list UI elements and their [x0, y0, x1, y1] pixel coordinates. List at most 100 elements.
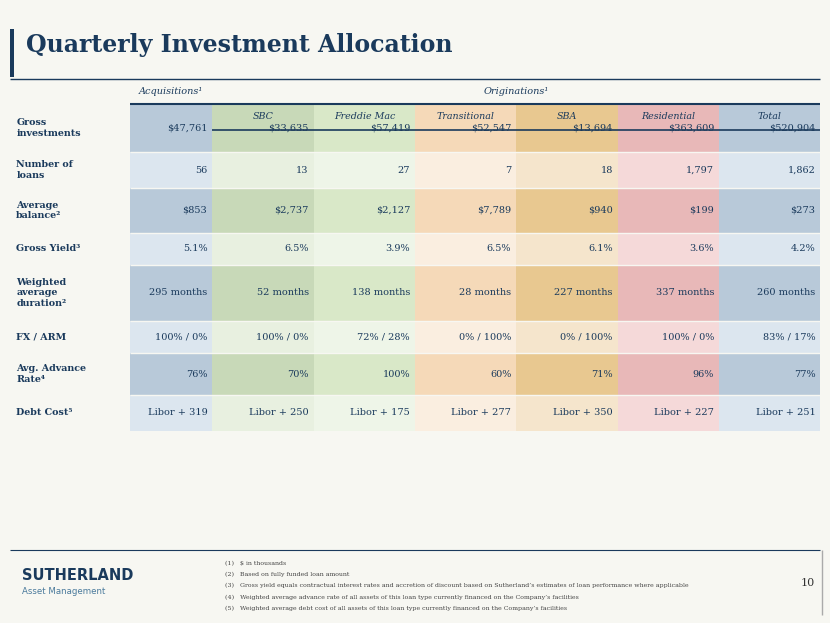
Bar: [212, 188, 314, 233]
Text: 83% / 17%: 83% / 17%: [763, 333, 815, 341]
Bar: [516, 233, 618, 265]
Text: $47,761: $47,761: [167, 123, 208, 133]
Bar: [314, 103, 415, 152]
Text: Libor + 250: Libor + 250: [249, 409, 309, 417]
Bar: [129, 395, 212, 430]
Text: Weighted
average
duration²: Weighted average duration²: [17, 278, 66, 308]
Bar: [415, 321, 516, 353]
Bar: [719, 103, 820, 152]
Bar: [10, 152, 129, 188]
Text: 6.5%: 6.5%: [284, 244, 309, 254]
Bar: [212, 152, 314, 188]
Bar: [314, 152, 415, 188]
Bar: [516, 152, 618, 188]
Text: 100%: 100%: [383, 369, 410, 379]
Bar: [415, 395, 516, 430]
Bar: [10, 265, 129, 321]
Text: 6.1%: 6.1%: [588, 244, 613, 254]
Text: (4)   Weighted average advance rate of all assets of this loan type currently fi: (4) Weighted average advance rate of all…: [225, 594, 579, 599]
Bar: [415, 233, 516, 265]
Text: (2)   Based on fully funded loan amount: (2) Based on fully funded loan amount: [225, 572, 349, 578]
Bar: [314, 353, 415, 395]
Bar: [10, 103, 129, 152]
Bar: [415, 265, 516, 321]
Text: 10: 10: [801, 578, 815, 587]
Text: 13: 13: [296, 166, 309, 174]
Bar: [415, 152, 516, 188]
Bar: [10, 188, 129, 233]
Text: $940: $940: [588, 206, 613, 215]
Bar: [212, 265, 314, 321]
Text: $199: $199: [689, 206, 714, 215]
Bar: [129, 321, 212, 353]
Text: $2,737: $2,737: [275, 206, 309, 215]
Bar: [10, 321, 129, 353]
Bar: [314, 233, 415, 265]
Bar: [415, 188, 516, 233]
Text: SUTHERLAND: SUTHERLAND: [22, 568, 134, 583]
Text: $273: $273: [790, 206, 815, 215]
Text: Libor + 175: Libor + 175: [350, 409, 410, 417]
Bar: [10, 395, 129, 430]
Text: 27: 27: [398, 166, 410, 174]
Text: 52 months: 52 months: [256, 288, 309, 297]
Text: 60%: 60%: [490, 369, 511, 379]
Text: (1)   $ in thousands: (1) $ in thousands: [225, 561, 286, 566]
Bar: [719, 395, 820, 430]
Text: 18: 18: [600, 166, 613, 174]
Text: Number of
loans: Number of loans: [17, 160, 73, 180]
Bar: [212, 233, 314, 265]
Text: $7,789: $7,789: [477, 206, 511, 215]
Bar: [212, 321, 314, 353]
Text: $2,127: $2,127: [376, 206, 410, 215]
Bar: [618, 395, 719, 430]
Text: Total: Total: [758, 112, 782, 121]
Bar: [212, 395, 314, 430]
Text: 56: 56: [195, 166, 208, 174]
Bar: [129, 233, 212, 265]
Text: $520,904: $520,904: [769, 123, 815, 133]
Text: Libor + 251: Libor + 251: [755, 409, 815, 417]
Text: Libor + 319: Libor + 319: [148, 409, 208, 417]
Text: 6.5%: 6.5%: [487, 244, 511, 254]
Text: (3)   Gross yield equals contractual interest rates and accretion of discount ba: (3) Gross yield equals contractual inter…: [225, 583, 688, 588]
Text: Avg. Advance
Rate⁴: Avg. Advance Rate⁴: [17, 364, 86, 384]
Text: 295 months: 295 months: [149, 288, 208, 297]
Bar: [415, 353, 516, 395]
Text: 1,797: 1,797: [686, 166, 714, 174]
Text: Asset Management: Asset Management: [22, 587, 105, 596]
Text: $33,635: $33,635: [268, 123, 309, 133]
Bar: [10, 233, 129, 265]
Text: 77%: 77%: [793, 369, 815, 379]
Bar: [129, 103, 212, 152]
Text: 337 months: 337 months: [656, 288, 714, 297]
Text: 100% / 0%: 100% / 0%: [256, 333, 309, 341]
Text: Debt Cost⁵: Debt Cost⁵: [17, 409, 73, 417]
Text: 96%: 96%: [693, 369, 714, 379]
Text: 76%: 76%: [186, 369, 208, 379]
Bar: [10, 353, 129, 395]
Text: 4.2%: 4.2%: [791, 244, 815, 254]
Bar: [314, 321, 415, 353]
Bar: [516, 188, 618, 233]
Text: $853: $853: [183, 206, 208, 215]
Bar: [618, 321, 719, 353]
Bar: [719, 321, 820, 353]
Bar: [719, 188, 820, 233]
Text: 3.9%: 3.9%: [385, 244, 410, 254]
Text: FX / ARM: FX / ARM: [17, 333, 66, 341]
Bar: [415, 103, 516, 152]
Bar: [10, 79, 820, 103]
Text: SBA: SBA: [557, 112, 577, 121]
Text: 3.6%: 3.6%: [690, 244, 714, 254]
Text: $57,419: $57,419: [369, 123, 410, 133]
Bar: [618, 188, 719, 233]
Bar: [516, 265, 618, 321]
Bar: [129, 152, 212, 188]
Text: $363,609: $363,609: [667, 123, 714, 133]
Text: Average
balance²: Average balance²: [17, 201, 61, 220]
Text: 71%: 71%: [591, 369, 613, 379]
Text: 5.1%: 5.1%: [183, 244, 208, 254]
Bar: [10, 103, 820, 130]
Text: SBC: SBC: [252, 112, 273, 121]
